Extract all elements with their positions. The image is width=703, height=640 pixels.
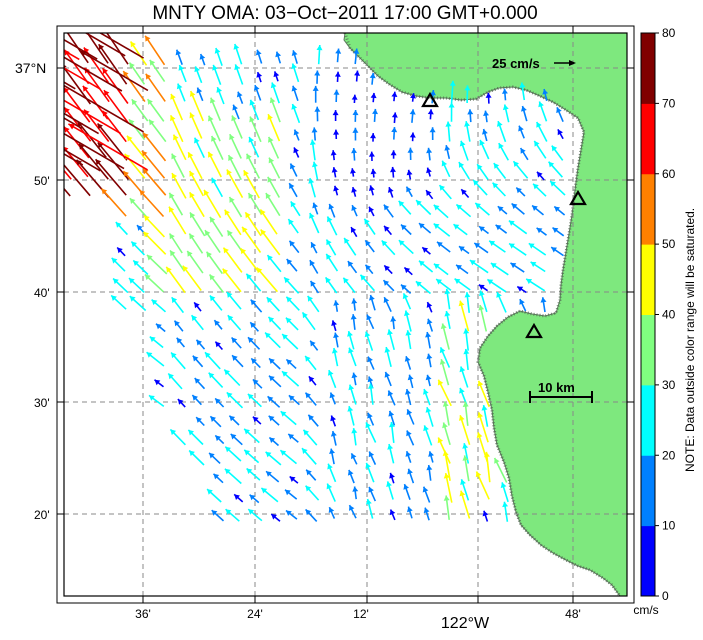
colorbar-tick-label: 0 — [662, 589, 669, 603]
current-vector-head — [57, 82, 64, 88]
colorbar-segment — [641, 526, 655, 597]
current-vector-head — [43, 45, 50, 51]
colorbar-ticks: 0 10 20 30 40 50 60 70 80 — [655, 26, 676, 603]
lat-tick-label: 37°N — [15, 60, 46, 76]
colorbar-tick-label: 20 — [662, 448, 676, 462]
current-vector-head — [0, 78, 2, 84]
current-vector-head — [82, 24, 87, 30]
lon-tick-label: 36' — [135, 607, 151, 621]
colorbar-unit-label: cm/s — [633, 603, 658, 617]
colorbar-segment — [641, 103, 655, 174]
current-vector-head — [30, 20, 37, 26]
colorbar-segment — [641, 33, 655, 104]
current-vector-head — [18, 127, 25, 133]
colorbar-tick-label: 30 — [662, 378, 676, 392]
colorbar-segment — [641, 174, 655, 245]
lon-tick-label: 12' — [353, 607, 369, 621]
current-vector-head — [46, 149, 52, 155]
figure-title: MNTY OMA: 03−Oct−2011 17:00 GMT+0.000 — [64, 3, 626, 25]
colorbar-tick-label: 40 — [662, 308, 676, 322]
reference-vector-label: 25 cm/s — [492, 56, 540, 71]
current-vector-head — [18, 87, 25, 93]
colorbar-tick-label: 70 — [662, 96, 676, 110]
lon-tick-label: 48' — [565, 607, 581, 621]
colorbar-note: NOTE: Data outside color range will be s… — [683, 208, 697, 472]
current-vector-head — [55, 129, 62, 135]
colorbar-segment — [641, 244, 655, 315]
colorbar-tick-label: 10 — [662, 519, 676, 533]
colorbar-segment — [641, 385, 655, 456]
lon-tick-label: 24' — [247, 607, 263, 621]
colorbar-tick-label: 80 — [662, 26, 676, 40]
current-vector-head — [41, 162, 47, 168]
lon-center-label: 122°W — [441, 615, 490, 632]
colorbar-segment — [641, 455, 655, 526]
lat-tick-label: 50' — [34, 174, 50, 188]
lat-tick-label: 30' — [34, 396, 50, 410]
lat-tick-label: 20' — [34, 508, 50, 522]
colorbar-tick-label: 60 — [662, 167, 676, 181]
colorbar — [641, 33, 655, 597]
current-vector-head — [30, 48, 37, 54]
colorbar-segment — [641, 315, 655, 386]
colorbar-tick-label: 50 — [662, 237, 676, 251]
scale-bar-label: 10 km — [538, 380, 575, 395]
current-vector-head — [23, 126, 30, 132]
lat-tick-label: 40' — [34, 286, 50, 300]
